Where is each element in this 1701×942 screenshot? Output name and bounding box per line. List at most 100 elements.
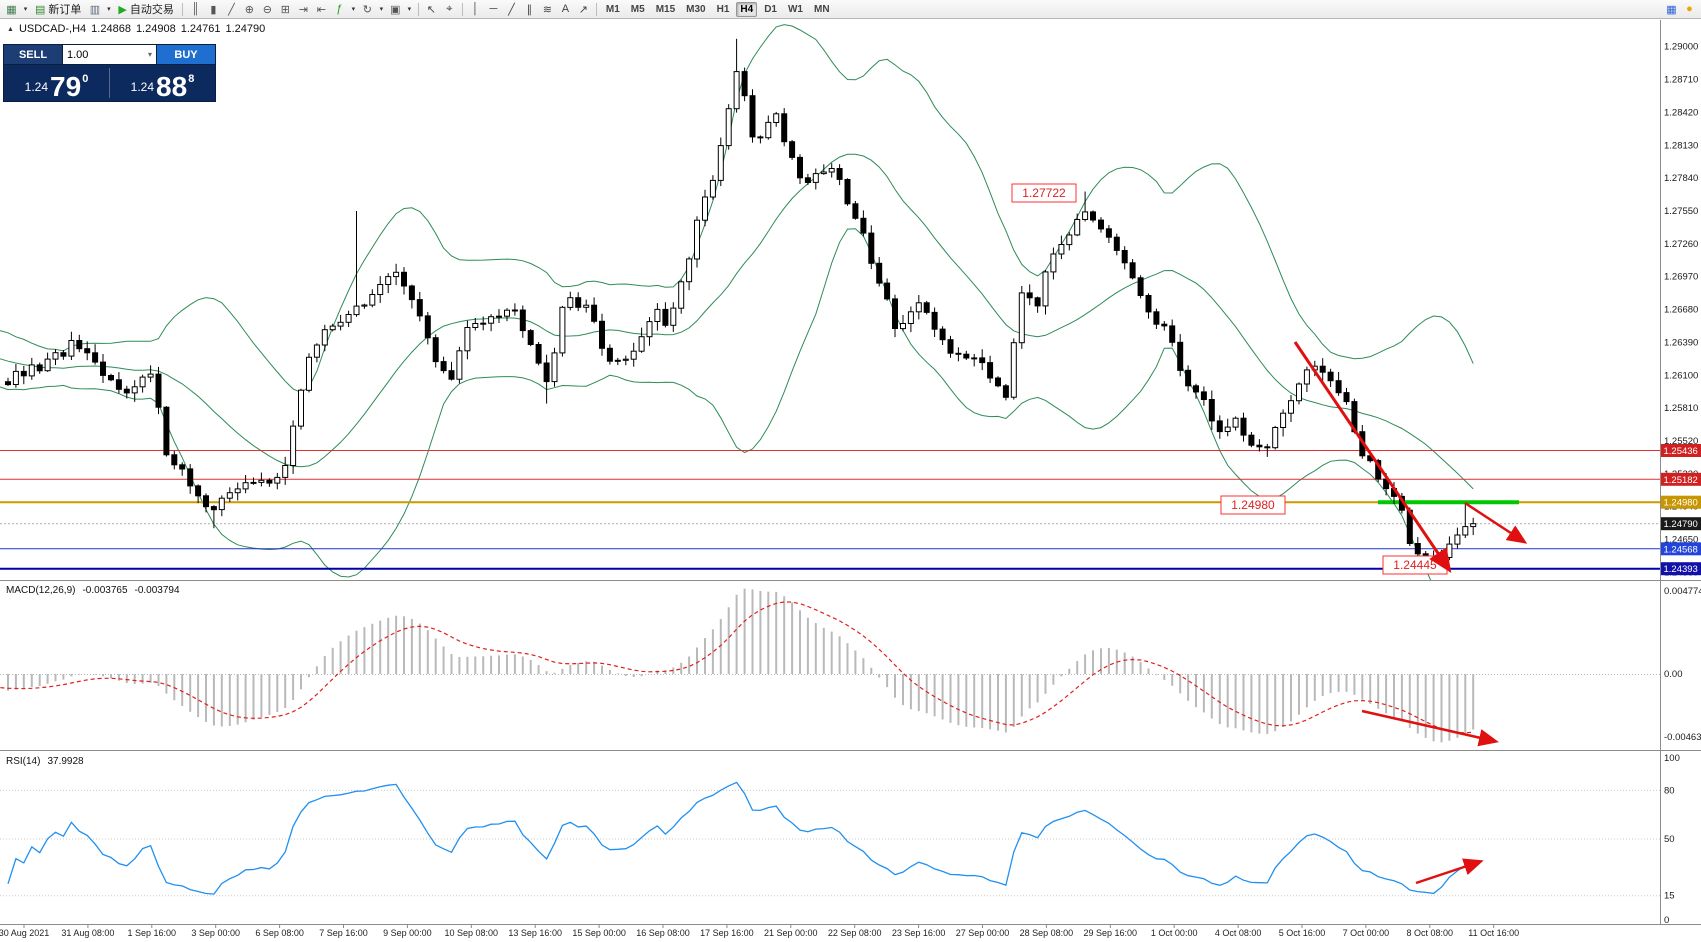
- price-axis-label: 1.26390: [1664, 337, 1698, 348]
- alert-icon[interactable]: ●: [1686, 3, 1693, 15]
- new-chart-dropdown[interactable]: ▾: [23, 6, 28, 13]
- price-axis-label: 1.26100: [1664, 370, 1698, 381]
- timeframe-m1-button[interactable]: M1: [605, 3, 620, 15]
- autotrade-button-label: 自动交易: [129, 4, 174, 16]
- new-chart-icon[interactable]: ▦: [6, 3, 17, 16]
- sell-price-sup: 0: [82, 73, 89, 85]
- macd-plot: [0, 588, 1660, 743]
- chart-marker-icon: ▲: [7, 25, 14, 33]
- rsi-axis-label: 80: [1664, 785, 1675, 796]
- time-axis-label: 29 Sep 16:00: [1084, 928, 1138, 938]
- timeframe-m30-button[interactable]: M30: [686, 3, 706, 15]
- price-axis-label: 1.25810: [1664, 403, 1698, 414]
- volume-input[interactable]: 1.00 ▾: [63, 44, 156, 65]
- vertical-line-icon[interactable]: │: [471, 3, 479, 15]
- periods-dropdown[interactable]: ▾: [379, 6, 384, 13]
- bollinger-lower-band: [0, 228, 1432, 580]
- chart-title: ▲ USDCAD-,H4 1.24868 1.24908 1.24761 1.2…: [7, 23, 265, 35]
- auto-scroll-icon[interactable]: ⇥: [298, 3, 308, 16]
- toolbar-separator: [461, 2, 463, 16]
- periods-icon[interactable]: ↻: [362, 3, 372, 16]
- timeframe-h4-button[interactable]: H4: [736, 1, 758, 17]
- price-axis-label: 1.28130: [1664, 140, 1698, 151]
- timeframe-m15-button[interactable]: M15: [655, 3, 676, 15]
- time-axis-label: 1 Sep 16:00: [128, 928, 177, 938]
- timeframe-m5-button[interactable]: M5: [630, 3, 645, 15]
- macd-axis-label: 0.00: [1664, 669, 1683, 680]
- rsi-arrow[interactable]: [1415, 858, 1484, 885]
- macd-arrow[interactable]: [1361, 709, 1499, 747]
- timeframe-mn-button[interactable]: MN: [813, 3, 830, 15]
- volume-dropdown-icon[interactable]: ▾: [147, 50, 152, 59]
- price-axis-label: 1.27260: [1664, 239, 1698, 250]
- text-icon[interactable]: A: [561, 3, 570, 15]
- price-tag-1.24980: 1.24980: [1661, 495, 1701, 509]
- time-axis-label: 22 Sep 08:00: [828, 928, 882, 938]
- templates-dropdown[interactable]: ▾: [407, 6, 412, 13]
- buy-button[interactable]: BUY: [156, 44, 216, 65]
- profiles-icon[interactable]: ▥: [89, 3, 101, 16]
- price-callout-1-24980[interactable]: 1.24980: [1220, 495, 1286, 515]
- indicators-dropdown[interactable]: ▾: [351, 6, 356, 13]
- toolbar-separator: [595, 2, 597, 16]
- price-tag-1.24790: 1.24790: [1661, 517, 1701, 531]
- rsi-axis-label: 100: [1664, 753, 1680, 764]
- line-chart-icon[interactable]: ╱: [228, 3, 235, 16]
- price-tag-1.24568: 1.24568: [1661, 542, 1701, 556]
- sell-button[interactable]: SELL: [3, 44, 63, 65]
- buy-price[interactable]: 1.24 88 8: [110, 65, 215, 101]
- symbol-period-label: USDCAD-,H4: [18, 23, 87, 35]
- bollinger-upper-band: [0, 24, 1474, 393]
- macd-histogram: [7, 588, 1475, 743]
- terminal-icon[interactable]: ▦: [1666, 3, 1677, 16]
- rsi-axis-label: 50: [1664, 834, 1675, 845]
- chart-shift-icon[interactable]: ⇤: [316, 3, 326, 16]
- new-order-button[interactable]: ▤ 新订单: [31, 2, 85, 17]
- cursor-icon[interactable]: ↖: [426, 3, 436, 16]
- sell-price[interactable]: 1.24 79 0: [4, 65, 109, 101]
- svg-text:1.27722: 1.27722: [1022, 186, 1066, 200]
- timeframe-h1-button[interactable]: H1: [716, 3, 730, 15]
- time-axis-label: 1 Oct 00:00: [1151, 928, 1198, 938]
- templates-icon[interactable]: ▣: [390, 3, 401, 16]
- svg-text:1.24980: 1.24980: [1664, 498, 1698, 509]
- svg-text:1.24980: 1.24980: [1231, 498, 1275, 512]
- price-axis-label: 1.28420: [1664, 107, 1698, 118]
- profiles-dropdown[interactable]: ▾: [107, 6, 111, 13]
- time-axis-label: 10 Sep 08:00: [445, 928, 499, 938]
- bar-chart-icon[interactable]: ║: [191, 3, 200, 15]
- macd-signal-line: [0, 601, 1474, 734]
- channel-icon[interactable]: ∥: [526, 3, 533, 16]
- trend-arrow-projection[interactable]: [1464, 501, 1528, 544]
- price-axis-label: 1.27840: [1664, 173, 1698, 184]
- time-axis-label: 16 Sep 08:00: [636, 928, 690, 938]
- price-axis-label: 1.24650: [1664, 535, 1698, 546]
- candlestick-chart-icon[interactable]: ▮: [210, 3, 217, 16]
- rsi-indicator-label: RSI(14) 37.9928: [6, 756, 84, 767]
- indicators-icon[interactable]: ƒ: [336, 3, 343, 15]
- tile-windows-icon[interactable]: ⊞: [280, 3, 290, 16]
- price-tag-1.25182: 1.25182: [1661, 472, 1701, 486]
- price-tag-1.24393: 1.24393: [1661, 562, 1701, 576]
- svg-text:1.24568: 1.24568: [1664, 544, 1698, 555]
- arrows-icon[interactable]: ↗: [578, 3, 588, 16]
- price-axis-label: 1.26680: [1664, 305, 1698, 316]
- price-divider: [109, 68, 110, 98]
- trend-arrow-main[interactable]: [1293, 341, 1452, 573]
- timeframe-d1-button[interactable]: D1: [764, 3, 777, 15]
- fibonacci-icon[interactable]: ≋: [542, 3, 552, 16]
- zoom-out-icon[interactable]: ⊖: [262, 3, 272, 16]
- price-callout-1-27722[interactable]: 1.27722: [1011, 183, 1077, 203]
- trendline-icon[interactable]: ╱: [508, 3, 515, 16]
- horizontal-line-icon[interactable]: ─: [489, 3, 498, 15]
- crosshair-icon[interactable]: ⌖: [446, 2, 453, 15]
- toolbar-separator: [417, 2, 419, 16]
- price-callout-1-24445[interactable]: 1.24445: [1382, 555, 1448, 575]
- one-click-trading-panel[interactable]: SELL 1.00 ▾ BUY 1.24 79 0 1.24 88 8: [3, 44, 216, 102]
- rsi-value: 37.9928: [47, 756, 84, 767]
- autotrade-button[interactable]: ▶ 自动交易: [114, 2, 177, 17]
- timeframe-w1-button[interactable]: W1: [787, 3, 803, 15]
- zoom-in-icon[interactable]: ⊕: [244, 3, 254, 16]
- sell-price-prefix: 1.24: [24, 80, 49, 94]
